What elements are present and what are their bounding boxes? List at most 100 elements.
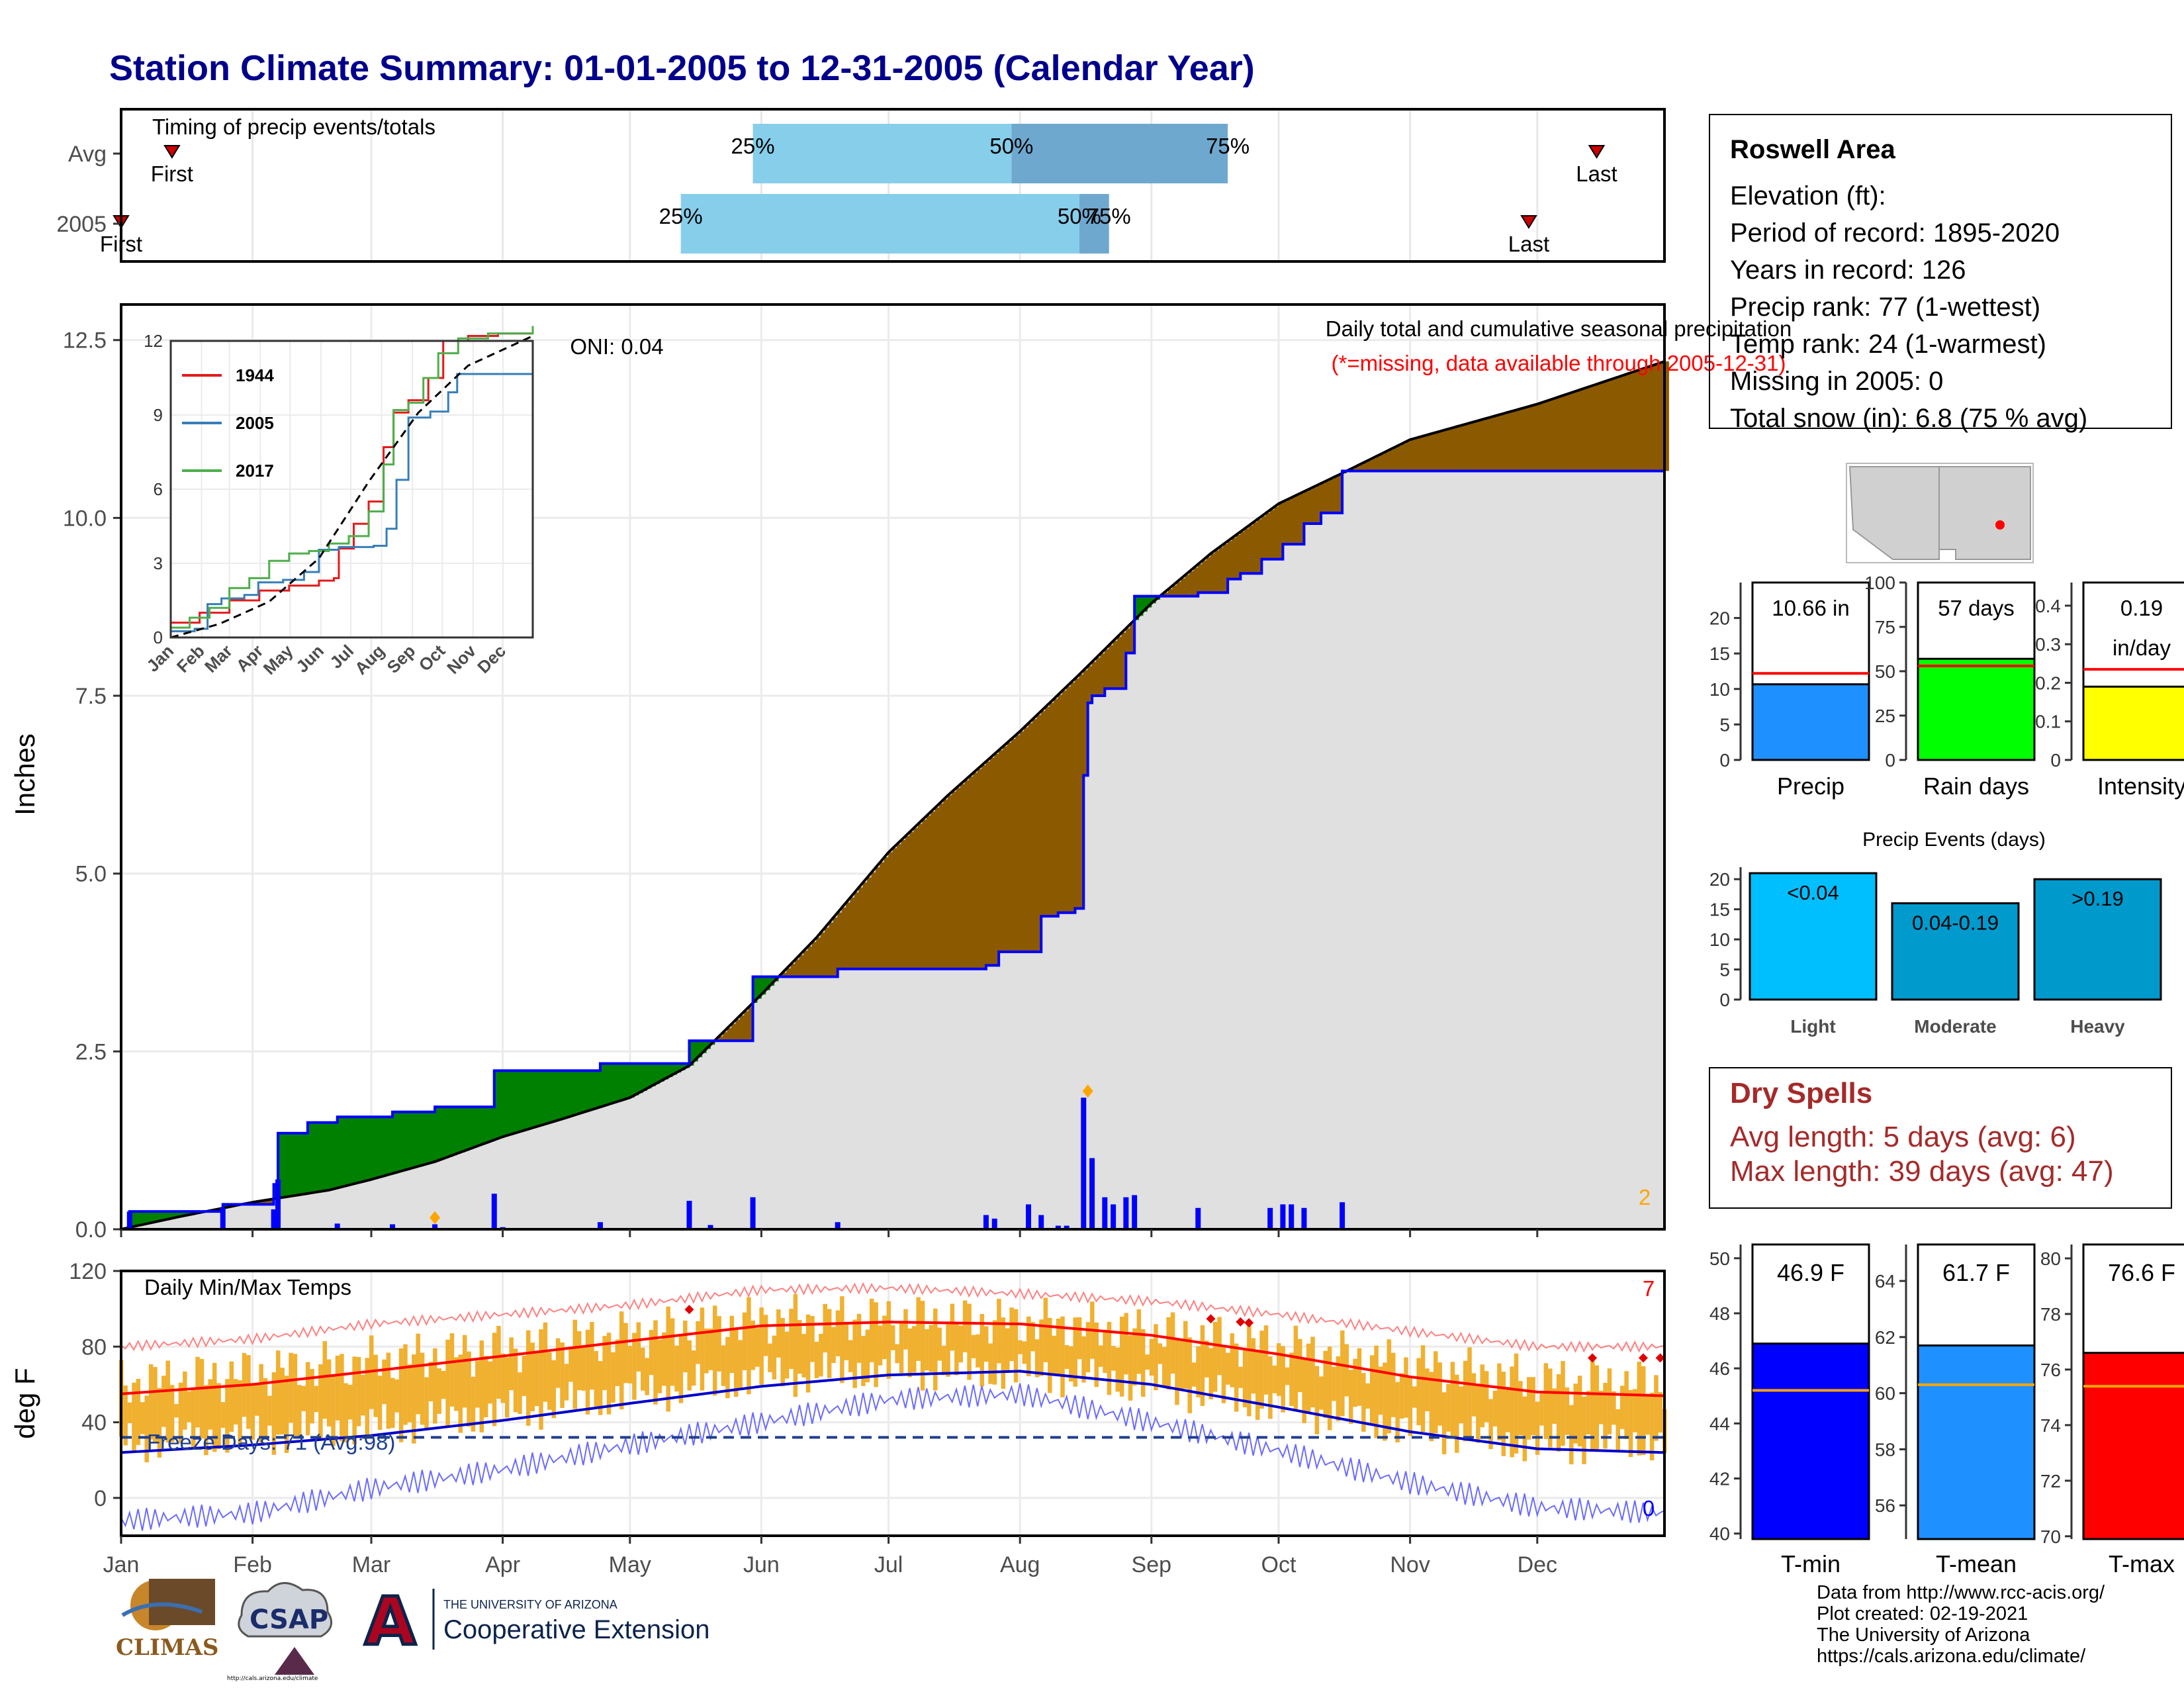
precip-above-average-area [642,1063,647,1091]
month-label-nov: Nov [1390,1552,1430,1577]
ua-cooperative-extension-logo: A THE UNIVERSITY OF ARIZONA Cooperative … [363,1581,710,1662]
temp-daily-bar [153,1367,158,1442]
precip-above-average-area [302,1133,308,1194]
precip-daily-bar [491,1194,497,1229]
temp-daily-bar [1077,1317,1082,1360]
oni-label: ONI: 0.04 [570,334,663,359]
precip-below-average-area [718,1036,724,1041]
temp-daily-bar [284,1376,289,1453]
temp-daily-bar [161,1376,166,1427]
timing-bar-50-75 [1011,124,1228,183]
precip-below-average-area [1227,541,1233,579]
temp-daily-bar [598,1361,603,1415]
precip-above-average-area [485,1107,490,1143]
temp-daily-bar [1552,1388,1557,1424]
temp-daily-bar [1658,1392,1663,1433]
precip-below-average-area [1312,487,1318,524]
timing-row-label: Avg [68,142,107,167]
precip-above-average-area [697,1041,703,1058]
timing-label-last: Last [1508,232,1549,256]
temp-daily-bar [1140,1329,1146,1397]
temp-daily-bar [1327,1346,1332,1430]
record-high-count: 7 [1643,1276,1655,1301]
temp-daily-bar [412,1354,416,1444]
precip-above-average-area [570,1070,576,1117]
credit-line-url: https://cals.arizona.edu/climate/ [1817,1646,2086,1667]
csap-wordmark: CSAP [250,1605,328,1635]
t-min-ytick-label: 42 [1709,1469,1730,1489]
t-min-title: T-min [1781,1550,1841,1577]
temp-daily-bar [1263,1325,1269,1395]
precip-events-bar-moderate [1891,902,2020,1001]
precip-below-average-area [989,757,995,966]
precip-below-average-area [786,968,792,977]
precip-above-average-area [443,1107,448,1159]
t-max-ytick-label: 72 [2040,1471,2061,1491]
temp-daily-bar [1531,1377,1535,1436]
precip-daily-bar [220,1207,226,1229]
precip-above-average-area [222,1204,228,1209]
precip-below-average-area [1465,424,1470,471]
temp-daily-bar [420,1352,425,1425]
precip-below-average-area [1163,592,1169,596]
intensity-ytick-label: 0.4 [2035,596,2061,616]
inset-frame [169,340,534,639]
temp-daily-bar [623,1323,628,1383]
precip-total-ytick-label: 5 [1719,714,1730,735]
precip-below-average-area [1053,698,1059,917]
ua-name: THE UNIVERSITY OF ARIZONA [443,1598,617,1611]
t-max-ytick-label: 80 [2040,1248,2061,1269]
precip-ytick-label: 5.0 [75,862,107,887]
inset-legend-label: 1944 [236,365,274,385]
rain-days-ytick-label: 100 [1864,573,1895,593]
station-snow: Total snow (in): 6.8 (75 % avg) [1730,404,2088,433]
precip-below-average-area [727,1027,733,1041]
precip-below-average-area [739,1015,745,1041]
temp-daily-bar [1518,1381,1523,1436]
precip-above-average-area [608,1063,614,1105]
temp-daily-bar [233,1379,238,1425]
temp-daily-bar [1420,1345,1426,1432]
climas-graphic-icon [149,1579,215,1625]
precip-above-average-area [320,1122,326,1192]
temp-daily-bar [602,1336,607,1391]
temp-daily-bar [916,1297,921,1361]
precip-above-average-area [477,1107,482,1147]
precip-above-average-area [531,1070,537,1128]
temp-daily-bar [1272,1365,1277,1393]
station-info-box: Roswell Area Elevation (ft): Period of r… [1709,114,2172,433]
precip-ytick-label: 2.5 [75,1039,107,1064]
inset-average-series [170,335,533,639]
precip-above-average-area [316,1122,321,1192]
precip-below-average-area [1574,391,1580,471]
temp-daily-bar [1238,1366,1243,1388]
temp-daily-bar [1505,1387,1510,1432]
temp-daily-bar [1607,1368,1612,1434]
precip-above-average-area [596,1070,601,1109]
temp-daily-bar [127,1402,132,1423]
temp-daily-bar [1191,1362,1197,1387]
precip-below-average-area [913,827,919,969]
climas-wordmark: CLIMAS [116,1634,218,1661]
precip-above-average-area [455,1107,461,1154]
precip-below-average-area [1214,550,1220,593]
precip-below-average-area [1477,420,1483,471]
t-mean-title: T-mean [1936,1550,2017,1577]
precip-below-average-area [888,852,893,969]
precip-above-average-area [379,1117,385,1178]
record-high-marker [1236,1317,1246,1327]
precip-below-average-area [1130,624,1135,653]
temp-daily-bar [1247,1325,1251,1417]
precip-below-average-area [1528,406,1533,471]
temp-daily-bar [1471,1373,1477,1417]
precip-above-average-area [693,1041,698,1062]
intensity-value-unit: in/day [2113,635,2171,660]
temp-daily-bar [1149,1338,1154,1376]
temp-daily-bar [394,1379,399,1413]
precip-above-average-area [133,1211,139,1227]
precip-below-average-area [1643,368,1648,471]
precip-above-average-area [481,1107,486,1145]
precip-above-average-area [591,1070,597,1110]
precip-below-average-area [1405,442,1411,471]
